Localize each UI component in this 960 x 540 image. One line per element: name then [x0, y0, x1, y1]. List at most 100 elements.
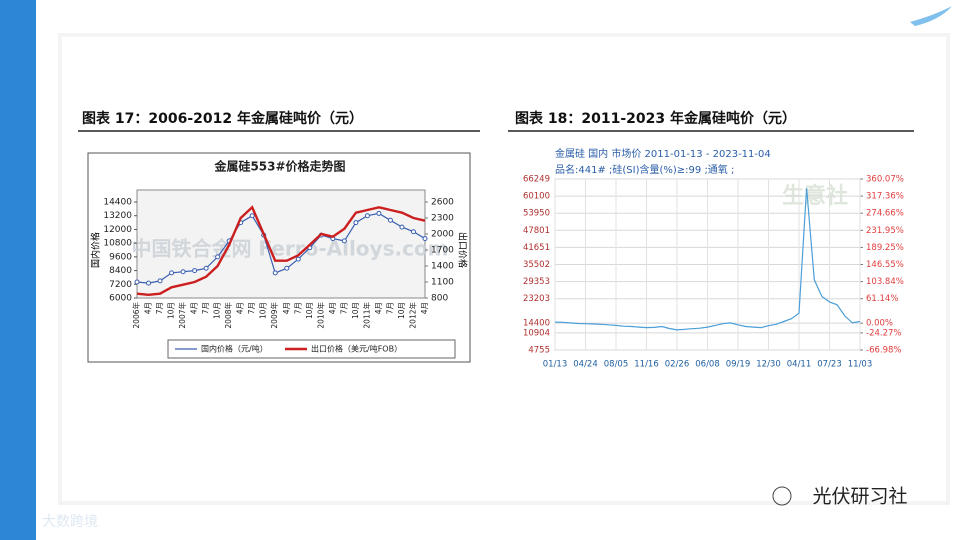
point [180, 269, 186, 275]
x-tick-label: 11/03 [848, 360, 873, 370]
point [192, 268, 198, 274]
y-tick-label: 13200 [103, 211, 132, 221]
point [422, 236, 428, 242]
watermark: 中国铁合金网 Ferro-Alloys.com [131, 237, 448, 261]
x-tick-label: 7月 [339, 302, 348, 314]
x-tick-label: 07/23 [817, 360, 842, 370]
y2-tick-label: -66.98% [866, 346, 901, 356]
y-tick-label: 7200 [109, 280, 132, 290]
y-tick-label: 4755 [528, 346, 550, 356]
point [341, 238, 347, 244]
y-tick-label: 14400 [103, 198, 132, 208]
y2-tick-label: 274.66% [866, 209, 904, 219]
x-tick-label: 4月 [328, 302, 337, 314]
point [387, 217, 393, 223]
point [353, 220, 359, 226]
x-tick-label: 4月 [282, 302, 291, 314]
x-tick-label: 4月 [144, 302, 153, 314]
y2-tick-label: 231.95% [866, 226, 904, 236]
x-tick-label: 10月 [259, 302, 268, 319]
x-tick-label: 2012年 [407, 302, 417, 329]
y2-tick-label: -24.27% [866, 328, 901, 338]
x-tick-label: 7月 [247, 302, 256, 314]
x-tick-label: 7月 [385, 302, 394, 314]
y-tick-label: 8400 [109, 266, 132, 276]
chart-title: 金属硅 国内 市场价 2011-01-13 - 2023-11-04 [555, 147, 771, 160]
y2-tick-label: 360.07% [866, 175, 904, 185]
point [376, 210, 382, 216]
y-tick-label: 10904 [523, 328, 550, 338]
y2-tick-label: 0.00% [866, 319, 893, 329]
point [157, 278, 163, 284]
y2-tick-label: 2600 [431, 198, 454, 208]
y2-tick-label: 317.36% [866, 192, 904, 202]
y-tick-label: 9600 [109, 252, 132, 262]
x-tick-label: 10月 [397, 302, 406, 319]
x-tick-label: 4月 [236, 302, 245, 314]
x-tick-label: 2006年 [131, 302, 141, 329]
x-tick-label: 02/26 [665, 360, 690, 370]
x-tick-label: 08/05 [604, 360, 629, 370]
x-tick-label: 2010年 [315, 302, 325, 329]
y-tick-label: 66249 [523, 175, 550, 185]
y-tick-label: 47801 [523, 226, 550, 236]
x-tick-label: 04/11 [787, 360, 812, 370]
heading: 图表 18：2011-2023 年金属硅吨价（元） [515, 110, 796, 127]
legend-label: 出口价格（美元/吨FOB） [311, 344, 402, 354]
chart-title: 金属硅553#价格走势图 [213, 159, 345, 174]
legend-label: 国内价格（元/吨） [201, 344, 268, 354]
x-tick-label: 10月 [351, 302, 360, 319]
corner-mark: 大数跨境 [42, 514, 98, 530]
y2-tick-label: 189.25% [866, 243, 904, 253]
x-tick-label: 7月 [155, 302, 164, 314]
point [203, 265, 209, 271]
side-bar [0, 0, 36, 540]
x-tick-label: 4月 [190, 302, 199, 314]
x-tick-label: 12/30 [756, 360, 781, 370]
x-tick-label: 10月 [213, 302, 222, 319]
y2-tick-label: 1400 [431, 262, 454, 272]
y2-tick-label: 103.84% [866, 277, 904, 287]
y-tick-label: 41651 [523, 243, 550, 253]
point [410, 229, 416, 235]
y-axis-label: 国内价格 [90, 232, 102, 268]
y-tick-label: 60100 [523, 192, 550, 202]
x-tick-label: 7月 [293, 302, 302, 314]
point [146, 280, 152, 286]
y-tick-label: 12000 [103, 225, 132, 235]
x-tick-label: 2009年 [269, 302, 279, 329]
x-tick-label: 4月 [420, 302, 429, 314]
y2-tick-label: 61.14% [866, 294, 898, 304]
point [399, 224, 405, 230]
point [134, 279, 140, 285]
y2-tick-label: 2300 [431, 214, 454, 224]
point [364, 213, 370, 219]
x-tick-label: 4月 [374, 302, 383, 314]
y-tick-label: 10800 [103, 239, 132, 249]
series-line [554, 187, 861, 331]
x-tick-label: 09/19 [726, 360, 751, 370]
chart-subtitle: 品名:441# ;硅(SI)含量(%)≥:99 ;通氧 ; [555, 163, 734, 176]
y2-tick-label: 800 [431, 294, 448, 304]
y-tick-label: 23203 [523, 294, 550, 304]
x-tick-label: 06/08 [695, 360, 720, 370]
y-tick-label: 53950 [523, 209, 550, 219]
point [295, 256, 301, 262]
x-tick-label: 2011年 [361, 302, 371, 329]
y-tick-label: 35502 [523, 260, 550, 270]
x-tick-label: 2008年 [223, 302, 233, 329]
point [272, 270, 278, 276]
x-tick-label: 11/16 [634, 360, 659, 370]
legend-box [167, 339, 456, 359]
x-tick-label: 01/13 [543, 360, 568, 370]
x-tick-label: 10月 [167, 302, 176, 319]
x-tick-label: 04/24 [573, 360, 598, 370]
point [284, 265, 290, 271]
point [215, 254, 221, 260]
x-tick-label: 10月 [305, 302, 314, 319]
point [249, 213, 255, 219]
corner-swoosh [910, 6, 952, 26]
x-tick-label: 2007年 [177, 302, 187, 329]
